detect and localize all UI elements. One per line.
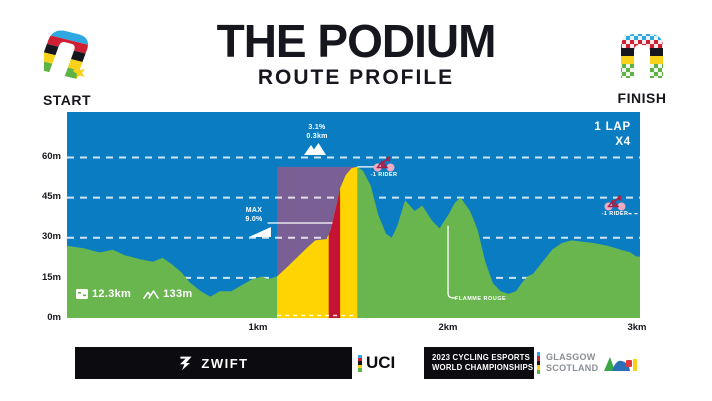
max-gradient-annotation: MAX 9.0% [235, 207, 273, 237]
uci-rainbow-stripes [358, 354, 362, 372]
gradient-slope-icon [249, 226, 271, 237]
start-arch-icon [37, 27, 92, 80]
y-tick-30m: 30m [41, 231, 61, 242]
y-tick-60m: 60m [41, 151, 61, 162]
rider-drop-label: -1 RIDER [601, 211, 629, 217]
host-line1: GLASGOW [546, 352, 596, 363]
x-tick-3km: 3km [627, 322, 647, 333]
route-stats: 12.3km 133m [76, 288, 192, 300]
climb-length: 0.3km [306, 132, 328, 140]
start-star-flare [73, 66, 85, 79]
climb-annotation: 3.1% 0.3km [291, 124, 343, 158]
page-subtitle: ROUTE PROFILE [257, 66, 455, 89]
sponsor-bar: ZWIFT UCI 2023 CYCLING ESPORTS WORLD CHA… [75, 347, 640, 379]
route-profile-chart: 1 LAP X4 3.1% 0.3km MAX 9.0% [67, 112, 640, 318]
start-gate: START [37, 27, 97, 108]
cyclist-icon [604, 195, 626, 211]
distance-stat: 12.3km [76, 288, 131, 300]
distance-value: 12.3km [92, 288, 132, 300]
y-tick-0m: 0m [47, 312, 61, 323]
lap-count: 1 LAP [594, 121, 631, 133]
rider-drop-label: -1 RIDER [370, 172, 398, 178]
distance-icon [76, 289, 88, 299]
climb-avg-gradient: 3.1% [308, 124, 326, 131]
lap-info: 1 LAP X4 [594, 120, 631, 150]
elevation-stat: 133m [143, 288, 192, 300]
zwift-logo: ZWIFT [75, 347, 352, 379]
championships-line2: WORLD CHAMPIONSHIPS [432, 363, 534, 372]
flamme-rouge-label: FLAMME ROUGE [455, 296, 507, 302]
y-tick-15m: 15m [41, 272, 61, 283]
rider-drop-marker-2: -1 RIDER [587, 195, 643, 217]
championships-line1: 2023 CYCLING ESPORTS [432, 353, 531, 363]
rider-drop-marker-1: -1 RIDER [356, 156, 412, 178]
glasgow-scotland-mark-icon [604, 357, 638, 371]
start-label: START [42, 92, 92, 108]
uci-wordmark: UCI [366, 353, 396, 372]
finish-label: FINISH [617, 90, 667, 106]
x-tick-2km: 2km [438, 322, 458, 333]
host-rainbow-stripes [537, 352, 540, 375]
host-city-name: GLASGOW SCOTLAND [546, 352, 598, 374]
host-line2: SCOTLAND [546, 363, 599, 373]
zwift-wordmark: ZWIFT [201, 355, 249, 371]
cyclist-icon [373, 156, 395, 172]
lap-multiplier: X4 [615, 135, 631, 148]
y-tick-45m: 45m [41, 191, 61, 202]
page-title: THE PODIUM [216, 15, 497, 67]
max-word: MAX [245, 207, 263, 214]
elevation-icon [143, 290, 159, 299]
x-tick-1km: 1km [248, 322, 268, 333]
host-city-logo: GLASGOW SCOTLAND [534, 347, 640, 379]
max-gradient-value: 9.0% [245, 215, 263, 223]
zwift-z-icon [180, 356, 192, 371]
championships-title: 2023 CYCLING ESPORTS WORLD CHAMPIONSHIPS [424, 347, 534, 379]
mountain-icon [304, 142, 326, 155]
uci-logo: UCI [352, 347, 424, 379]
elevation-profile-svg [67, 156, 640, 318]
finish-gate: FINISH [612, 32, 672, 106]
elevation-value: 133m [163, 288, 193, 300]
finish-arch-icon [621, 34, 663, 78]
